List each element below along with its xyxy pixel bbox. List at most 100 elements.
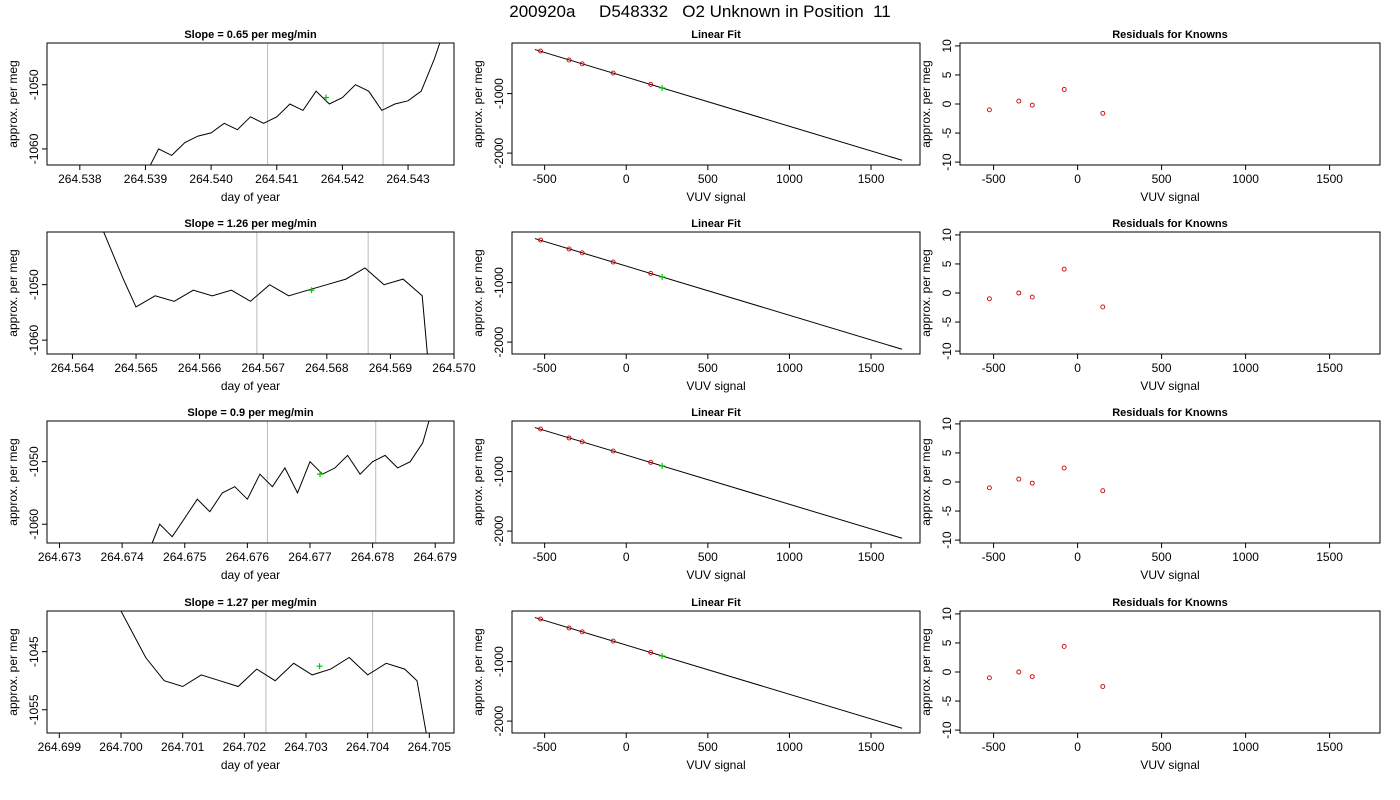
x-axis-label: VUV signal — [686, 568, 745, 582]
x-tick-label: 264.539 — [124, 172, 168, 186]
panel-title: Linear Fit — [691, 218, 741, 230]
y-tick-label: -2000 — [492, 705, 506, 736]
time-series-panel-row-3: Slope = 0.9 per meg/min 264.673 264.674 264… — [6, 407, 457, 582]
x-axis-label: day of year — [221, 379, 280, 393]
trace-line — [120, 611, 427, 733]
x-tick-label: 1000 — [1232, 740, 1259, 754]
x-tick-label: 500 — [698, 172, 718, 186]
residual-point — [1016, 476, 1022, 482]
fit-line — [534, 238, 903, 350]
y-tick-label: -1045 — [27, 636, 41, 667]
known-point — [610, 448, 616, 454]
x-tick-label: 0 — [623, 361, 630, 375]
time-series-panel-row-1: Slope = 0.65 per meg/min 264.538 264.539 26… — [6, 29, 455, 204]
x-tick-label: 264.540 — [189, 172, 233, 186]
residuals-panel-row-2: Residuals for Knowns -500 0 500 1000 1500 -10 -… — [919, 218, 1381, 393]
y-axis-label: approx. per meg — [6, 60, 20, 147]
y-tick-label: -1000 — [492, 456, 506, 487]
known-point — [579, 629, 585, 635]
known-point — [610, 259, 616, 265]
x-tick-label: 0 — [623, 172, 630, 186]
known-point — [566, 625, 572, 631]
x-tick-label: 1000 — [776, 361, 803, 375]
known-point — [538, 237, 544, 243]
y-tick-label: -5 — [940, 695, 954, 706]
linear-fit-panel-row-2: Linear Fit -500 0 500 1000 1500 -2000 -1000 VUV … — [471, 218, 921, 393]
trace-line — [149, 43, 441, 165]
x-tick-label: 0 — [1074, 172, 1081, 186]
y-tick-label: -1050 — [27, 269, 41, 300]
y-tick-label: -5 — [940, 505, 954, 516]
known-point — [566, 57, 572, 63]
x-tick-label: 264.677 — [288, 550, 332, 564]
residual-point — [1061, 643, 1067, 649]
known-point — [648, 459, 654, 465]
time-series-panel-row-4: Slope = 1.27 per meg/min 264.699 264.700 26… — [6, 597, 455, 772]
plot-frame — [46, 42, 455, 166]
plot-frame — [959, 42, 1381, 166]
known-point — [538, 426, 544, 432]
trace-line — [103, 232, 428, 354]
x-axis-label: VUV signal — [686, 758, 745, 772]
x-tick-label: 264.700 — [99, 740, 143, 754]
x-tick-label: 500 — [1152, 740, 1172, 754]
x-tick-label: 1500 — [1316, 550, 1343, 564]
x-tick-label: 1500 — [858, 740, 885, 754]
y-tick-label: 0 — [940, 289, 954, 296]
x-tick-label: 1000 — [1232, 550, 1259, 564]
y-tick-label: -1060 — [27, 324, 41, 355]
known-point — [648, 81, 654, 87]
y-axis-label: approx. per meg — [919, 60, 933, 147]
residual-point — [1029, 294, 1035, 300]
panel-title: Residuals for Knowns — [1112, 218, 1228, 230]
plot-frame — [46, 610, 455, 734]
plot-content — [986, 266, 1106, 310]
known-point — [579, 439, 585, 445]
y-tick-label: 5 — [940, 71, 954, 78]
x-tick-label: 264.541 — [255, 172, 299, 186]
panel-title: Slope = 0.65 per meg/min — [184, 29, 317, 41]
x-tick-label: 264.674 — [100, 550, 144, 564]
known-point — [610, 638, 616, 644]
x-tick-label: 264.538 — [58, 172, 102, 186]
x-tick-label: 264.701 — [161, 740, 205, 754]
panel-title: Linear Fit — [691, 597, 741, 609]
x-tick-label: 264.673 — [38, 550, 82, 564]
x-tick-label: -500 — [982, 550, 1006, 564]
x-tick-label: 264.699 — [38, 740, 82, 754]
plot-frame — [511, 420, 921, 544]
x-tick-label: 1500 — [858, 550, 885, 564]
known-point — [579, 61, 585, 67]
plot-content — [534, 48, 903, 161]
x-axis-label: VUV signal — [1140, 758, 1199, 772]
residual-point — [1029, 480, 1035, 486]
y-tick-label: 0 — [940, 100, 954, 107]
residuals-panel-row-1: Residuals for Knowns -500 0 500 1000 1500 -10 -… — [919, 29, 1381, 204]
y-tick-label: -10 — [940, 342, 954, 360]
y-tick-label: 10 — [940, 39, 954, 53]
plot-content — [534, 426, 903, 539]
fit-line — [534, 427, 903, 539]
trace-line — [151, 421, 430, 543]
y-tick-label: -5 — [940, 316, 954, 327]
x-tick-label: 1500 — [1316, 361, 1343, 375]
known-point — [538, 48, 544, 54]
x-tick-label: 264.570 — [432, 361, 476, 375]
plot-content — [534, 237, 903, 350]
y-tick-label: -2000 — [492, 515, 506, 546]
y-tick-label: -10 — [940, 153, 954, 171]
y-tick-label: -1060 — [27, 133, 41, 164]
known-point — [610, 70, 616, 76]
x-tick-label: 0 — [1074, 361, 1081, 375]
y-axis-label: approx. per meg — [6, 628, 20, 715]
y-axis-label: approx. per meg — [919, 249, 933, 336]
x-tick-label: 500 — [1152, 172, 1172, 186]
x-tick-label: 1000 — [1232, 361, 1259, 375]
x-tick-label: 264.564 — [51, 361, 95, 375]
x-tick-label: 264.565 — [114, 361, 158, 375]
x-tick-label: 0 — [623, 740, 630, 754]
residual-point — [1100, 304, 1106, 310]
panel-title: Linear Fit — [691, 29, 741, 41]
plot-frame — [46, 231, 455, 355]
